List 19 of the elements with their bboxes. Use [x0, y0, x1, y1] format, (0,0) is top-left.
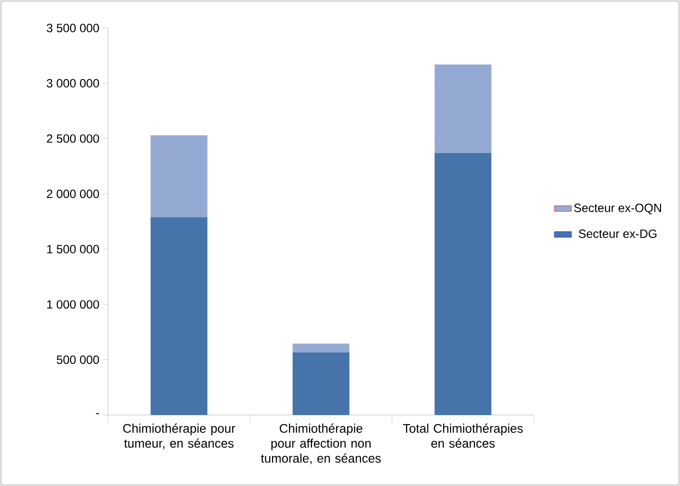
- x-tick-label: Chimiothérapie pour affection non tumorale, en séances: [260, 424, 381, 464]
- y-tick-label: 3 500 000: [46, 24, 99, 32]
- y-tick-label: 3 000 000: [46, 79, 99, 88]
- bar: [292, 344, 350, 353]
- legend-label: Secteur ex-DG: [578, 229, 656, 238]
- y-tick-label: 2 000 000: [46, 190, 99, 198]
- y-tick-label: 1 500 000: [47, 244, 99, 254]
- bar: [150, 217, 208, 415]
- legend-label: Secteur ex-OQN: [574, 204, 661, 214]
- x-tick-label: Chimiothérapie pour tumeur, en séances: [123, 424, 236, 450]
- bar: [292, 352, 350, 415]
- bar: [150, 135, 208, 218]
- y-tick-label: 2 500 000: [46, 134, 99, 143]
- y-tick-label: -: [96, 413, 99, 414]
- y-tick-label: 500 000: [56, 355, 99, 364]
- bar: [434, 64, 492, 153]
- x-tick-label: Total Chimiothérapies en séances: [403, 424, 523, 448]
- y-tick-label: 1 000 000: [47, 300, 99, 309]
- bar: [434, 152, 492, 415]
